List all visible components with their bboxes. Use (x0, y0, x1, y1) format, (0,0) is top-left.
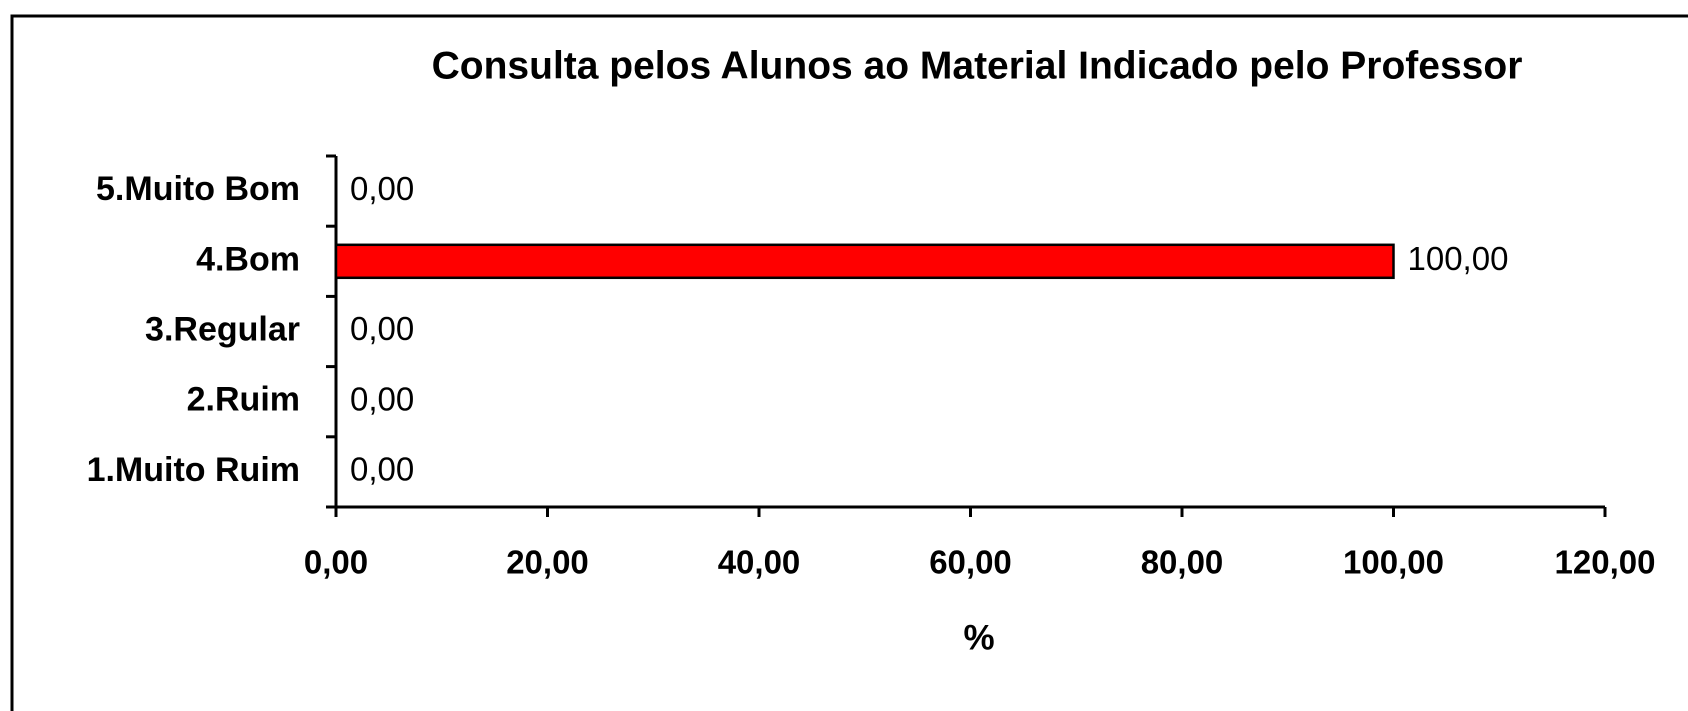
value-label: 0,00 (350, 451, 414, 488)
x-tick-label: 100,00 (1343, 544, 1444, 581)
x-tick-label: 40,00 (718, 544, 801, 581)
x-axis-label: % (963, 618, 994, 657)
x-tick-label: 60,00 (929, 544, 1012, 581)
value-label: 0,00 (350, 170, 414, 207)
chart-frame (10, 14, 1688, 711)
chart-title: Consulta pelos Alunos ao Material Indica… (432, 44, 1523, 87)
bar (334, 243, 1395, 280)
value-label: 100,00 (1408, 240, 1509, 277)
x-tick-label: 20,00 (506, 544, 589, 581)
y-tick-label: 2.Ruim (187, 381, 300, 419)
y-tick-label: 4.Bom (196, 240, 300, 278)
y-tick-label: 5.Muito Bom (96, 170, 300, 208)
y-tick-label: 1.Muito Ruim (87, 451, 300, 489)
value-label: 0,00 (350, 310, 414, 347)
x-tick-label: 80,00 (1141, 544, 1224, 581)
y-tick-label: 3.Regular (145, 310, 300, 348)
x-tick-label: 120,00 (1555, 544, 1656, 581)
value-label: 0,00 (350, 380, 414, 417)
x-tick-label: 0,00 (304, 544, 368, 581)
